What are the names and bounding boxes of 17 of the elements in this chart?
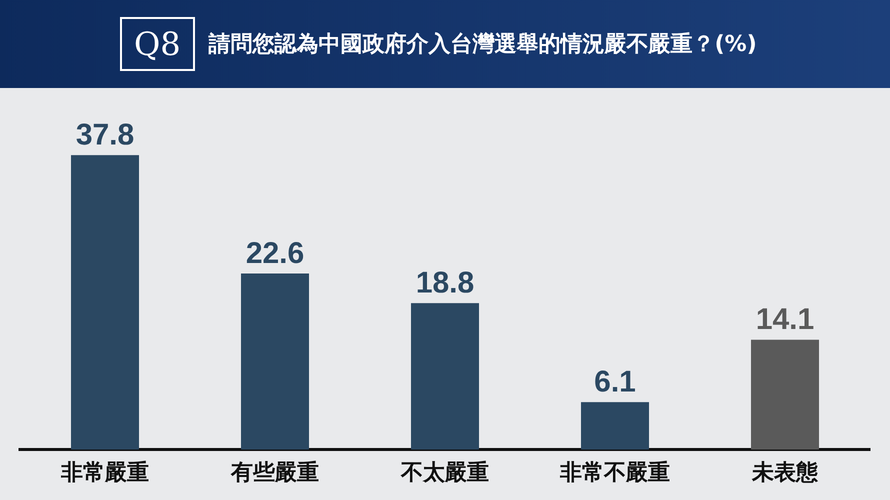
data-label: 18.8 (416, 266, 474, 300)
x-tick-label: 有些嚴重 (230, 460, 319, 486)
bar (581, 402, 649, 450)
x-tick-label: 未表態 (751, 460, 819, 486)
data-label: 14.1 (756, 303, 814, 336)
bar (71, 155, 139, 450)
chart-title: 請問您認為中國政府介入台灣選舉的情況嚴不嚴重？(%) (208, 30, 757, 59)
text: Q8 (120, 17, 195, 71)
bar (241, 274, 309, 450)
x-tick-label: 不太嚴重 (400, 460, 489, 486)
data-label: 22.6 (246, 236, 304, 270)
x-tick-label: 非常嚴重 (60, 460, 149, 486)
x-tick-label: 非常不嚴重 (559, 460, 670, 486)
bar (751, 340, 819, 450)
data-label: 6.1 (594, 365, 636, 398)
data-label: 37.8 (76, 118, 134, 152)
bar (411, 303, 479, 450)
